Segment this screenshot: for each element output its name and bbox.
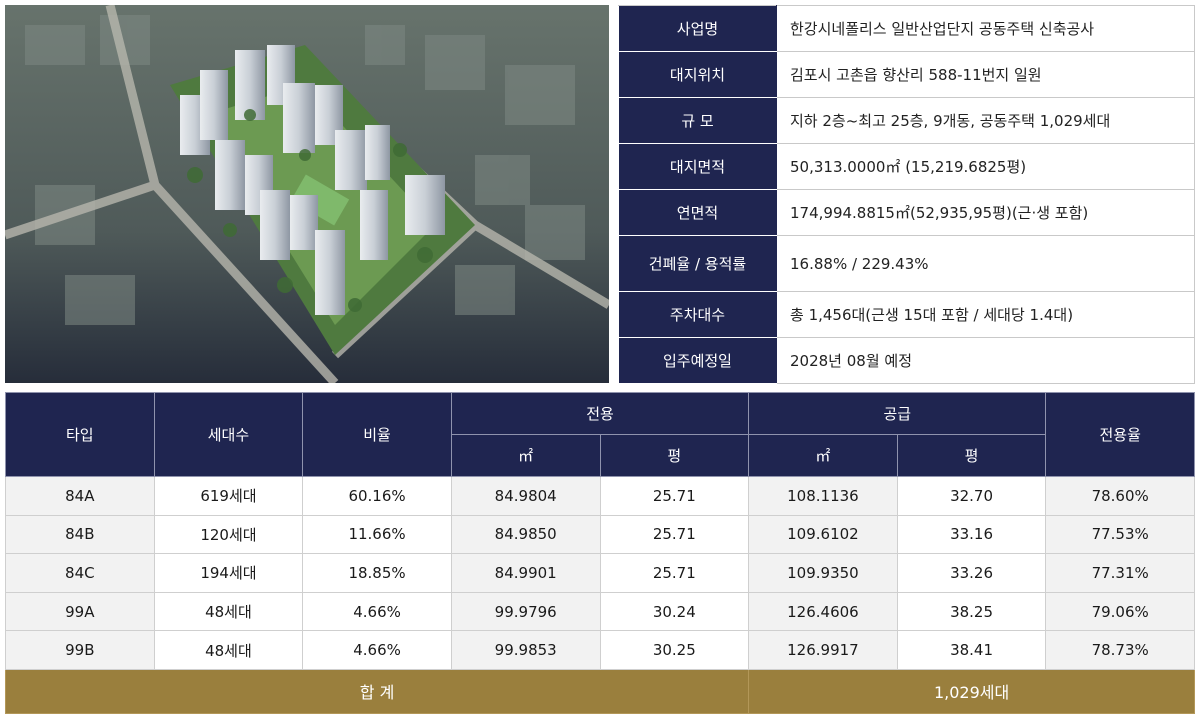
cell-type: 84A [5, 476, 155, 516]
info-row: 대지위치 김포시 고촌읍 향산리 588-11번지 일원 [618, 51, 1195, 98]
cell-ex-py: 30.25 [599, 630, 750, 670]
table-row: 99A 48세대 4.66% 99.9796 30.24 126.4606 38.25 79.… [5, 591, 1195, 632]
cell-households: 48세대 [153, 630, 304, 670]
info-label: 연면적 [618, 189, 777, 236]
cell-ex-py: 25.71 [599, 514, 750, 555]
unit-type-table: 타입 세대수 비율 전용 공급 전용율 ㎡ 평 ㎡ 평 84A 619세대 60.1… [4, 392, 1195, 715]
info-label: 규 모 [618, 97, 777, 144]
cell-ex-sqm: 99.9796 [450, 591, 601, 632]
cell-households: 48세대 [153, 591, 304, 632]
cell-ex-sqm: 84.9804 [450, 476, 601, 516]
header-households: 세대수 [153, 392, 304, 477]
info-label: 대지면적 [618, 143, 777, 190]
cell-type: 99B [5, 630, 155, 670]
cell-ex-rate: 77.53% [1045, 514, 1195, 555]
info-label: 사업명 [618, 5, 777, 52]
cell-ratio: 60.16% [302, 476, 452, 516]
cell-type: 84B [5, 514, 155, 555]
cell-ex-rate: 79.06% [1045, 591, 1195, 632]
header-type: 타입 [5, 392, 155, 477]
info-row: 사업명 한강시네폴리스 일반산업단지 공동주택 신축공사 [618, 5, 1195, 52]
cell-ex-py: 25.71 [599, 553, 750, 593]
info-row: 규 모 지하 2층~최고 25층, 9개동, 공동주택 1,029세대 [618, 97, 1195, 144]
cell-sup-sqm: 126.9917 [748, 630, 898, 670]
info-row: 입주예정일 2028년 08월 예정 [618, 337, 1195, 384]
table-row: 84B 120세대 11.66% 84.9850 25.71 109.6102 33.16 7… [5, 514, 1195, 555]
aerial-view-rendering [5, 5, 609, 383]
info-value: 지하 2층~최고 25층, 9개동, 공동주택 1,029세대 [776, 97, 1195, 144]
cell-sup-py: 33.26 [896, 553, 1047, 593]
total-label: 합 계 [4, 668, 750, 715]
header-supply-sqm: ㎡ [748, 434, 898, 477]
total-row: 합 계 1,029세대 [4, 668, 1195, 715]
cell-ex-sqm: 99.9853 [450, 630, 601, 670]
table-row: 84A 619세대 60.16% 84.9804 25.71 108.1136 32.70 7… [5, 476, 1195, 516]
cell-ratio: 4.66% [302, 630, 452, 670]
cell-households: 194세대 [153, 553, 304, 593]
cell-sup-py: 38.25 [896, 591, 1047, 632]
info-row: 주차대수 총 1,456대(근생 15대 포함 / 세대당 1.4대) [618, 291, 1195, 338]
header-exclusive-sqm: ㎡ [450, 434, 601, 477]
total-value: 1,029세대 [748, 668, 1195, 715]
header-supply: 공급 [748, 392, 1047, 435]
cell-households: 619세대 [153, 476, 304, 516]
info-label: 건폐율 / 용적률 [618, 235, 777, 292]
cell-ex-sqm: 84.9850 [450, 514, 601, 555]
cell-ex-rate: 78.73% [1045, 630, 1195, 670]
header-supply-pyeong: 평 [896, 434, 1047, 477]
cell-sup-py: 38.41 [896, 630, 1047, 670]
project-info-table: 사업명 한강시네폴리스 일반산업단지 공동주택 신축공사 대지위치 김포시 고촌읍 향… [618, 5, 1195, 384]
info-label: 대지위치 [618, 51, 777, 98]
info-value: 2028년 08월 예정 [776, 337, 1195, 384]
cell-ex-rate: 77.31% [1045, 553, 1195, 593]
cell-sup-py: 32.70 [896, 476, 1047, 516]
info-label: 주차대수 [618, 291, 777, 338]
info-value: 16.88% / 229.43% [776, 235, 1195, 292]
cell-households: 120세대 [153, 514, 304, 555]
info-row: 대지면적 50,313.0000㎡ (15,219.6825평) [618, 143, 1195, 190]
cell-sup-sqm: 109.9350 [748, 553, 898, 593]
info-value: 50,313.0000㎡ (15,219.6825평) [776, 143, 1195, 190]
cell-ex-py: 30.24 [599, 591, 750, 632]
header-exclusive-ratio: 전용율 [1045, 392, 1195, 477]
info-value: 김포시 고촌읍 향산리 588-11번지 일원 [776, 51, 1195, 98]
cell-type: 84C [5, 553, 155, 593]
cell-type: 99A [5, 591, 155, 632]
cell-ratio: 4.66% [302, 591, 452, 632]
cell-sup-sqm: 126.4606 [748, 591, 898, 632]
info-value: 총 1,456대(근생 15대 포함 / 세대당 1.4대) [776, 291, 1195, 338]
cell-ex-rate: 78.60% [1045, 476, 1195, 516]
cell-ex-sqm: 84.9901 [450, 553, 601, 593]
cell-sup-sqm: 109.6102 [748, 514, 898, 555]
header-exclusive-pyeong: 평 [599, 434, 750, 477]
info-row: 건폐율 / 용적률 16.88% / 229.43% [618, 235, 1195, 292]
complex-illustration [5, 5, 609, 383]
header-exclusive: 전용 [450, 392, 750, 435]
cell-sup-sqm: 108.1136 [748, 476, 898, 516]
info-label: 입주예정일 [618, 337, 777, 384]
info-row: 연면적 174,994.8815㎡(52,935,95평)(근·생 포함) [618, 189, 1195, 236]
cell-ratio: 11.66% [302, 514, 452, 555]
cell-ratio: 18.85% [302, 553, 452, 593]
info-value: 한강시네폴리스 일반산업단지 공동주택 신축공사 [776, 5, 1195, 52]
table-row: 99B 48세대 4.66% 99.9853 30.25 126.9917 38.41 78.… [5, 630, 1195, 670]
table-row: 84C 194세대 18.85% 84.9901 25.71 109.9350 33.26 7… [5, 553, 1195, 593]
info-value: 174,994.8815㎡(52,935,95평)(근·생 포함) [776, 189, 1195, 236]
cell-sup-py: 33.16 [896, 514, 1047, 555]
header-ratio: 비율 [302, 392, 452, 477]
cell-ex-py: 25.71 [599, 476, 750, 516]
